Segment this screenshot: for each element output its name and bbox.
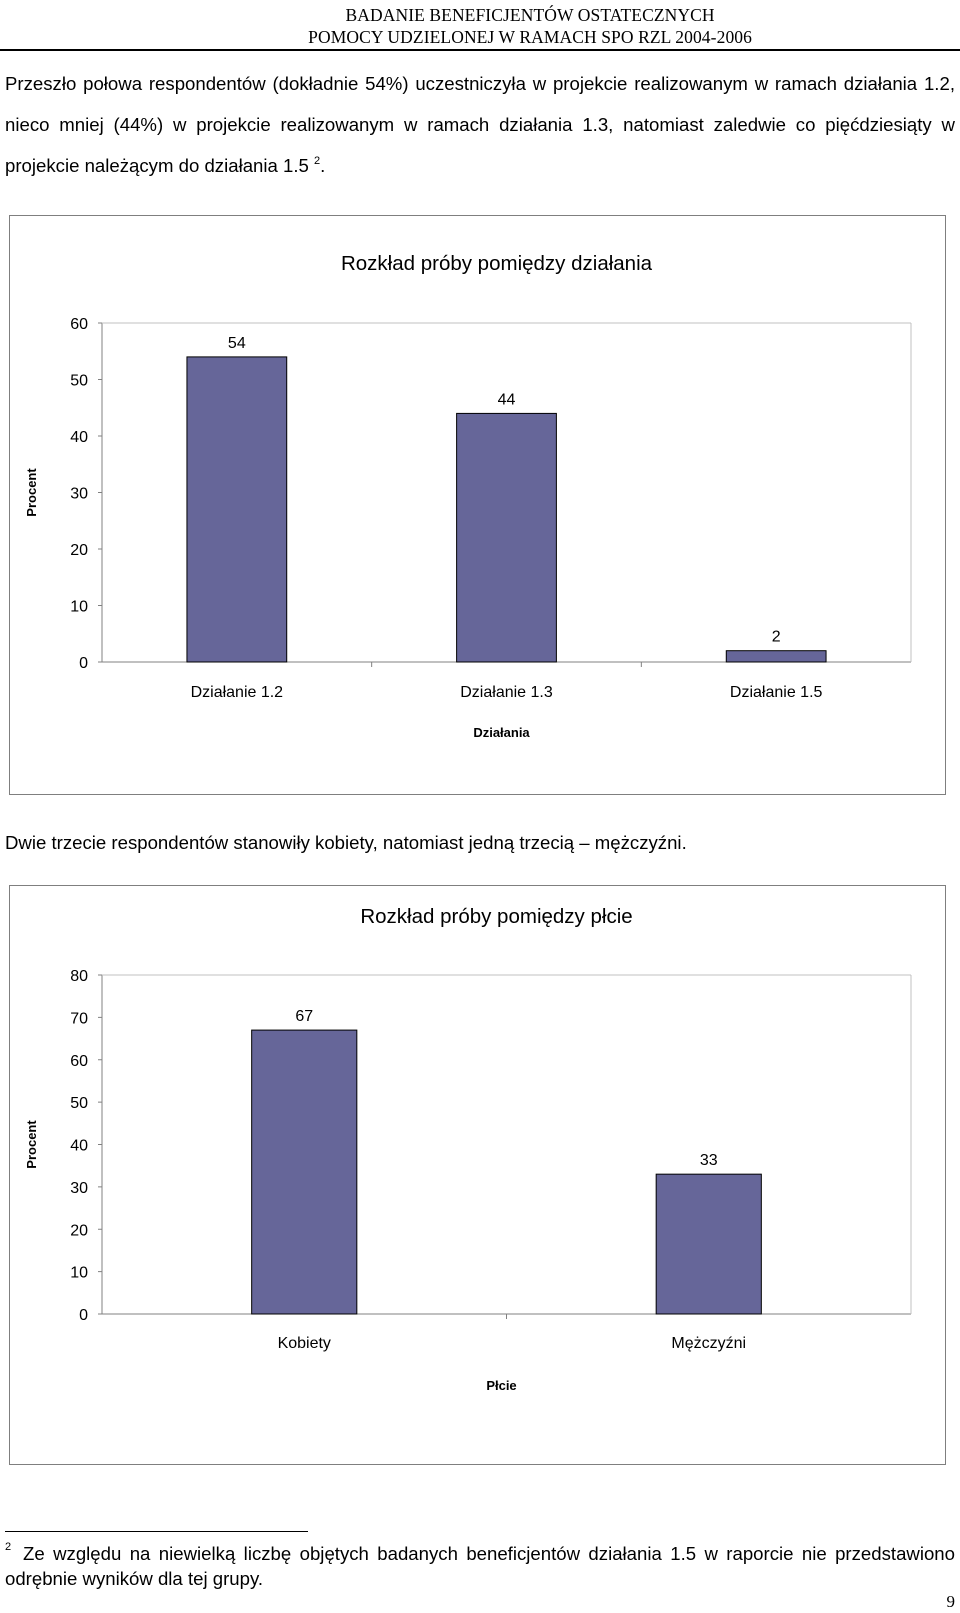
- footnote-number: 2: [5, 1541, 12, 1553]
- y-tick-label: 10: [70, 599, 88, 616]
- paragraph-1-end: .: [320, 155, 326, 176]
- paragraph-1-text: Przeszło połowa respondentów (dokładnie …: [5, 73, 955, 176]
- y-tick-label: 20: [70, 1222, 88, 1239]
- y-tick-label: 80: [70, 968, 88, 985]
- x-axis-title: Płcie: [486, 1378, 516, 1393]
- footnote-rule: [5, 1531, 308, 1532]
- y-tick-label: 0: [79, 655, 88, 672]
- y-tick-label: 70: [70, 1010, 88, 1027]
- x-category-label: Działanie 1.5: [730, 684, 823, 701]
- footnote-reference: 2: [314, 155, 321, 167]
- paragraph-2: Dwie trzecie respondentów stanowiły kobi…: [5, 822, 955, 863]
- y-axis-title: Procent: [24, 1120, 39, 1169]
- y-tick-label: 60: [70, 316, 88, 333]
- y-axis-title: Procent: [24, 468, 39, 517]
- bar: [251, 1029, 358, 1315]
- x-category-label: Kobiety: [278, 1335, 331, 1352]
- x-category-label: Działanie 1.3: [460, 684, 553, 701]
- footnote-text: Ze względu na niewielką liczbę objętych …: [5, 1543, 955, 1589]
- footnote: 2 Ze względu na niewielką liczbę objętyc…: [5, 1541, 955, 1591]
- y-tick-label: 10: [70, 1265, 88, 1282]
- x-category-label: Mężczyźni: [671, 1335, 746, 1352]
- paragraph-2-text: Dwie trzecie respondentów stanowiły kobi…: [5, 832, 687, 853]
- x-category-label: Działanie 1.2: [191, 684, 284, 701]
- data-label: 44: [498, 391, 516, 408]
- y-tick-label: 40: [70, 1138, 88, 1155]
- running-header: BADANIE BENEFICJENTÓW OSTATECZNYCH POMOC…: [308, 4, 752, 48]
- bar: [456, 412, 557, 663]
- data-label: 54: [228, 335, 246, 352]
- page-number: 9: [946, 1592, 956, 1611]
- bar: [655, 1173, 762, 1315]
- y-tick-label: 30: [70, 1180, 88, 1197]
- y-tick-label: 0: [79, 1307, 88, 1324]
- chart-dzialania: Rozkład próby pomiędzy działania 0 10 20 30 4…: [9, 215, 946, 795]
- y-tick-label: 20: [70, 542, 88, 559]
- bar: [186, 356, 288, 663]
- chart-dzialania-svg: Rozkład próby pomiędzy działania 0 10 20 30 4…: [24, 252, 912, 740]
- data-label: 67: [295, 1008, 313, 1025]
- x-axis-title: Działania: [473, 725, 530, 740]
- bar: [725, 650, 827, 663]
- y-tick-label: 50: [70, 1095, 88, 1112]
- y-tick-label: 40: [70, 429, 88, 446]
- y-tick-label: 60: [70, 1053, 88, 1070]
- header-rule: [0, 49, 960, 51]
- chart-plcie-svg: Rozkład próby pomiędzy płcie 0 10 20 30 40 50 6…: [24, 905, 912, 1393]
- data-label: 33: [700, 1152, 718, 1169]
- chart-plcie: Rozkład próby pomiędzy płcie 0 10 20 30 40 50 6…: [9, 885, 946, 1465]
- header-line-1: BADANIE BENEFICJENTÓW OSTATECZNYCH: [345, 5, 715, 25]
- chart-title: Rozkład próby pomiędzy płcie: [360, 905, 632, 928]
- y-tick-label: 50: [70, 373, 88, 390]
- data-label: 2: [772, 629, 781, 646]
- chart-title: Rozkład próby pomiędzy działania: [341, 252, 653, 275]
- y-tick-label: 30: [70, 486, 88, 503]
- header-line-2: POMOCY UDZIELONEJ W RAMACH SPO RZL 2004-…: [308, 27, 752, 47]
- paragraph-1: Przeszło połowa respondentów (dokładnie …: [5, 63, 955, 186]
